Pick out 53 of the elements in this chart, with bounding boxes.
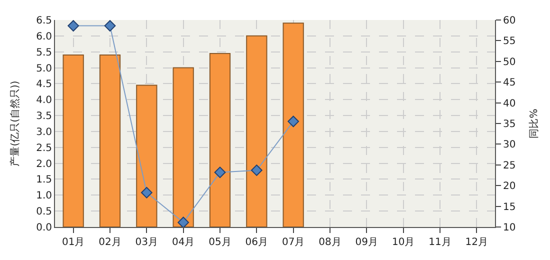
x-tick-label: 03月 — [135, 237, 158, 248]
bar — [62, 54, 84, 227]
x-tick-label: 09月 — [355, 237, 378, 248]
y2-tick-label: 10 — [503, 222, 516, 234]
x-tick-label: 02月 — [98, 237, 122, 248]
x-tick-label: 05月 — [208, 237, 232, 248]
point — [214, 166, 226, 178]
y-tick-label: 5.0 — [36, 63, 52, 74]
bar — [282, 22, 304, 227]
y2-axis-title: 同比% — [528, 108, 540, 138]
y2-tick-label: 15 — [503, 202, 516, 213]
y2-tick-label: 20 — [503, 181, 516, 192]
y-tick-label: 4.5 — [36, 79, 52, 90]
y-tick-label: 4.0 — [36, 95, 52, 106]
y-tick-label: 1.0 — [36, 190, 52, 202]
y2-tick-label: 55 — [503, 36, 516, 48]
y-tick-label: 2.5 — [36, 142, 52, 154]
y2-tick-label: 50 — [503, 56, 516, 68]
x-tick-label: 10月 — [392, 237, 415, 248]
y-tick-label: 6.0 — [36, 31, 52, 42]
bar — [172, 67, 194, 227]
point — [250, 164, 262, 176]
point — [104, 20, 116, 32]
y-tick-label: 5.5 — [36, 47, 52, 58]
point — [140, 186, 152, 198]
y-tick-label: 0.5 — [36, 206, 52, 218]
y-tick-label: 3.0 — [36, 126, 52, 138]
point — [178, 216, 190, 227]
x-tick-label: 01月 — [62, 237, 85, 248]
y-tick-label: 3.5 — [36, 111, 52, 122]
point — [288, 116, 300, 128]
y-tick-label: 2.0 — [36, 158, 52, 170]
y2-tick-label: 60 — [503, 16, 516, 26]
y2-tick-label: 25 — [503, 160, 516, 172]
point — [68, 20, 80, 32]
x-tick-label: 06月 — [245, 237, 268, 248]
x-tick-label: 04月 — [172, 237, 195, 248]
bar — [246, 35, 268, 227]
y-tick-label: 1.5 — [36, 174, 52, 186]
y-axis-title: 产量(亿只(自然只)) — [9, 80, 22, 166]
x-tick-label: 12月 — [465, 237, 488, 248]
y2-tick-label: 30 — [503, 140, 516, 151]
y2-tick-label: 35 — [503, 119, 516, 130]
y-tick-label: 6.5 — [36, 16, 52, 26]
x-tick-label: 08月 — [318, 237, 342, 248]
y2-tick-label: 45 — [503, 78, 516, 89]
x-tick-label: 11月 — [428, 237, 452, 248]
bar — [136, 84, 158, 227]
y2-tick-label: 40 — [503, 98, 516, 110]
bar — [99, 54, 121, 227]
y-tick-label: 0.0 — [36, 222, 52, 234]
bar — [209, 52, 231, 227]
x-tick-label: 07月 — [282, 237, 305, 248]
